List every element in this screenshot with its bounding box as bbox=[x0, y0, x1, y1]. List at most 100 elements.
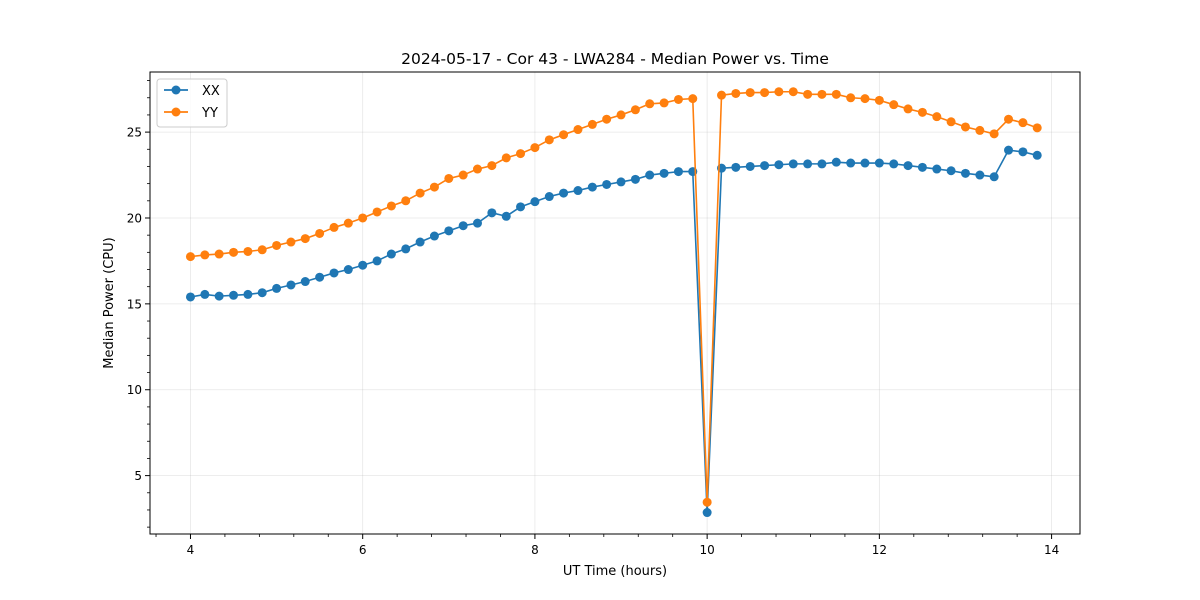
data-point-xx bbox=[989, 172, 999, 182]
data-point-yy bbox=[960, 122, 970, 132]
data-point-yy bbox=[559, 130, 569, 140]
data-point-yy bbox=[358, 213, 368, 223]
data-point-yy bbox=[458, 170, 468, 180]
y-tick-label: 25 bbox=[127, 126, 142, 140]
plot-area bbox=[149, 71, 1081, 535]
legend: XX YY bbox=[156, 78, 228, 128]
data-point-xx bbox=[487, 208, 497, 218]
data-point-xx bbox=[673, 167, 683, 177]
data-point-yy bbox=[587, 119, 597, 129]
data-point-xx bbox=[645, 170, 655, 180]
x-tick-label: 4 bbox=[187, 543, 195, 557]
data-point-yy bbox=[831, 89, 841, 99]
data-point-yy bbox=[1018, 118, 1028, 128]
data-point-yy bbox=[630, 105, 640, 115]
data-point-yy bbox=[286, 237, 296, 247]
data-point-xx bbox=[903, 161, 913, 171]
data-point-yy bbox=[257, 245, 267, 255]
data-point-yy bbox=[975, 125, 985, 135]
data-point-xx bbox=[458, 221, 468, 231]
data-point-xx bbox=[544, 192, 554, 202]
data-point-xx bbox=[530, 197, 540, 207]
data-point-xx bbox=[1032, 150, 1042, 160]
data-point-yy bbox=[688, 94, 698, 104]
data-point-xx bbox=[817, 159, 827, 169]
data-point-xx bbox=[372, 256, 382, 266]
data-point-xx bbox=[501, 211, 511, 221]
data-point-yy bbox=[903, 104, 913, 114]
data-point-yy bbox=[272, 240, 282, 250]
data-point-yy bbox=[702, 497, 712, 507]
y-axis-label: Median Power (CPU) bbox=[102, 237, 117, 368]
x-tick-label: 6 bbox=[359, 543, 367, 557]
y-tick-label: 5 bbox=[134, 469, 142, 483]
data-point-yy bbox=[544, 135, 554, 145]
data-point-xx bbox=[659, 168, 669, 178]
data-point-xx bbox=[573, 186, 583, 196]
data-point-xx bbox=[874, 158, 884, 168]
data-point-xx bbox=[702, 508, 712, 518]
data-point-xx bbox=[960, 168, 970, 178]
x-axis-label: UT Time (hours) bbox=[563, 564, 667, 579]
data-point-xx bbox=[630, 174, 640, 184]
data-point-xx bbox=[587, 182, 597, 192]
data-point-xx bbox=[932, 164, 942, 174]
data-point-xx bbox=[946, 166, 956, 176]
data-point-yy bbox=[530, 143, 540, 153]
data-point-xx bbox=[472, 218, 482, 228]
data-point-yy bbox=[300, 234, 310, 244]
data-point-yy bbox=[185, 252, 195, 262]
data-point-yy bbox=[731, 88, 741, 98]
data-point-yy bbox=[860, 94, 870, 104]
x-tick-label: 12 bbox=[872, 543, 887, 557]
data-point-xx bbox=[429, 231, 439, 241]
data-point-yy bbox=[415, 188, 425, 198]
x-tick-label: 8 bbox=[531, 543, 539, 557]
data-point-yy bbox=[889, 100, 899, 110]
data-point-xx bbox=[386, 249, 396, 259]
data-point-yy bbox=[803, 89, 813, 99]
data-point-xx bbox=[889, 159, 899, 169]
data-point-yy bbox=[315, 228, 325, 238]
data-point-yy bbox=[616, 110, 626, 120]
data-point-yy bbox=[429, 182, 439, 192]
data-point-yy bbox=[200, 250, 210, 260]
data-point-xx bbox=[300, 277, 310, 287]
data-point-yy bbox=[1004, 114, 1014, 124]
data-point-yy bbox=[444, 173, 454, 183]
data-point-yy bbox=[214, 249, 224, 259]
data-point-xx bbox=[760, 161, 770, 171]
legend-label-xx: XX bbox=[202, 84, 220, 99]
data-point-yy bbox=[516, 149, 526, 159]
data-point-yy bbox=[717, 90, 727, 100]
data-point-xx bbox=[229, 290, 239, 300]
data-point-yy bbox=[917, 107, 927, 117]
data-point-yy bbox=[817, 89, 827, 99]
data-point-yy bbox=[372, 207, 382, 217]
data-point-xx bbox=[1018, 147, 1028, 157]
data-point-xx bbox=[788, 159, 798, 169]
series-xx bbox=[185, 145, 1042, 518]
data-point-yy bbox=[745, 88, 755, 98]
data-point-xx bbox=[602, 179, 612, 189]
data-point-yy bbox=[659, 98, 669, 108]
data-point-yy bbox=[329, 222, 339, 232]
data-point-xx bbox=[516, 202, 526, 212]
series-yy bbox=[185, 87, 1042, 507]
y-tick-label: 20 bbox=[127, 211, 142, 225]
data-point-yy bbox=[760, 88, 770, 98]
data-point-xx bbox=[975, 170, 985, 180]
data-series bbox=[185, 87, 1042, 518]
data-point-yy bbox=[602, 114, 612, 124]
data-point-yy bbox=[874, 95, 884, 105]
data-point-xx bbox=[917, 162, 927, 172]
data-point-xx bbox=[343, 265, 353, 275]
x-tick-label: 14 bbox=[1044, 543, 1059, 557]
data-point-xx bbox=[745, 161, 755, 171]
data-point-xx bbox=[616, 177, 626, 187]
data-point-xx bbox=[1004, 145, 1014, 155]
data-point-yy bbox=[243, 246, 253, 256]
data-point-xx bbox=[831, 157, 841, 167]
data-point-yy bbox=[645, 99, 655, 109]
